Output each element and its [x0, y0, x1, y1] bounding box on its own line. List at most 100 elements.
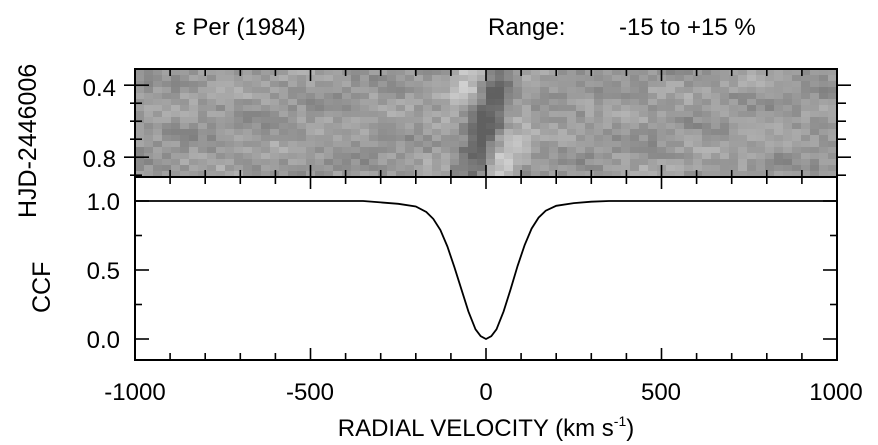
heatmap-cell — [162, 81, 172, 88]
heatmap-cell — [729, 141, 739, 148]
heatmap-cell — [378, 81, 388, 88]
heatmap-cell — [657, 123, 667, 130]
heatmap-cell — [693, 87, 703, 94]
heatmap-cell — [819, 111, 829, 118]
heatmap-cell — [351, 171, 361, 177]
heatmap-cell — [711, 165, 721, 172]
heatmap-cell — [792, 111, 802, 118]
heatmap-cell — [324, 99, 334, 106]
heatmap-cell — [468, 123, 478, 130]
heatmap-cell — [648, 105, 658, 112]
heatmap-cell — [360, 93, 370, 100]
heatmap-cell — [819, 69, 829, 76]
heatmap-cell — [747, 153, 757, 160]
heatmap-cell — [198, 135, 208, 142]
heatmap-cell — [324, 123, 334, 130]
heatmap-cell — [324, 105, 334, 112]
heatmap-cell — [801, 129, 811, 136]
heatmap-cell — [324, 117, 334, 124]
heatmap-cell — [153, 93, 163, 100]
heatmap-cell — [675, 111, 685, 118]
heatmap-cell — [450, 135, 460, 142]
heatmap-cell — [684, 165, 694, 172]
heatmap-cell — [288, 135, 298, 142]
heatmap-cell — [720, 93, 730, 100]
heatmap-cell — [225, 69, 235, 76]
heatmap-cell — [261, 153, 271, 160]
heatmap-cell — [459, 147, 469, 154]
heatmap-cell — [144, 69, 154, 76]
heatmap-cell — [504, 69, 514, 76]
heatmap-cell — [162, 99, 172, 106]
heatmap-cell — [171, 129, 181, 136]
heatmap-cell — [405, 81, 415, 88]
heatmap-cell — [189, 117, 199, 124]
heatmap-cell — [459, 87, 469, 94]
heatmap-cell — [414, 117, 424, 124]
heatmap-cell — [522, 99, 532, 106]
heatmap-cell — [729, 159, 739, 166]
heatmap-cell — [252, 123, 262, 130]
heatmap-cell — [225, 111, 235, 118]
heatmap-cell — [666, 123, 676, 130]
heatmap-cell — [765, 87, 775, 94]
heatmap-cell — [630, 99, 640, 106]
heatmap-cell — [135, 105, 145, 112]
heatmap-cell — [432, 129, 442, 136]
heatmap-cell — [333, 75, 343, 82]
heatmap-cell — [414, 81, 424, 88]
heatmap-cell — [270, 159, 280, 166]
heatmap-cell — [621, 141, 631, 148]
heatmap-cell — [648, 147, 658, 154]
heatmap-cell — [612, 141, 622, 148]
heatmap-cell — [342, 165, 352, 172]
heatmap-cell — [783, 81, 793, 88]
heatmap-cell — [378, 135, 388, 142]
heatmap-cell — [387, 69, 397, 76]
heatmap-cell — [531, 159, 541, 166]
heatmap-cell — [792, 123, 802, 130]
heatmap-cell — [432, 159, 442, 166]
heatmap-cell — [693, 153, 703, 160]
heatmap-cell — [675, 75, 685, 82]
heatmap-cell — [324, 111, 334, 118]
heatmap-cell — [801, 93, 811, 100]
heatmap-cell — [432, 171, 442, 177]
heatmap-cell — [495, 159, 505, 166]
heatmap-cell — [198, 105, 208, 112]
heatmap-cell — [513, 117, 523, 124]
heatmap-cell — [666, 111, 676, 118]
heatmap-cell — [621, 135, 631, 142]
heatmap-cell — [774, 147, 784, 154]
heatmap-cell — [540, 93, 550, 100]
heatmap-cell — [207, 111, 217, 118]
heatmap-cell — [495, 165, 505, 172]
heatmap-cell — [567, 159, 577, 166]
heatmap-cell — [378, 111, 388, 118]
heatmap-cell — [414, 141, 424, 148]
heatmap-cell — [594, 105, 604, 112]
heatmap-cell — [369, 159, 379, 166]
heatmap-cell — [792, 93, 802, 100]
heatmap-cell — [801, 81, 811, 88]
heatmap-cell — [225, 81, 235, 88]
heatmap-cell — [720, 105, 730, 112]
heatmap-cell — [441, 105, 451, 112]
heatmap-cell — [441, 69, 451, 76]
heatmap-cell — [459, 141, 469, 148]
heatmap-cell — [549, 159, 559, 166]
heatmap-cell — [153, 87, 163, 94]
heatmap-cell — [684, 123, 694, 130]
heatmap-cell — [405, 99, 415, 106]
heatmap-cell — [765, 159, 775, 166]
heatmap-cell — [216, 123, 226, 130]
heatmap-cell — [684, 153, 694, 160]
heatmap-cell — [279, 171, 289, 177]
heatmap-cell — [423, 105, 433, 112]
heatmap-cell — [378, 147, 388, 154]
heatmap-cell — [432, 147, 442, 154]
heatmap-cell — [576, 75, 586, 82]
heatmap-cell — [144, 93, 154, 100]
heatmap-cell — [468, 87, 478, 94]
heatmap-cell — [333, 171, 343, 177]
